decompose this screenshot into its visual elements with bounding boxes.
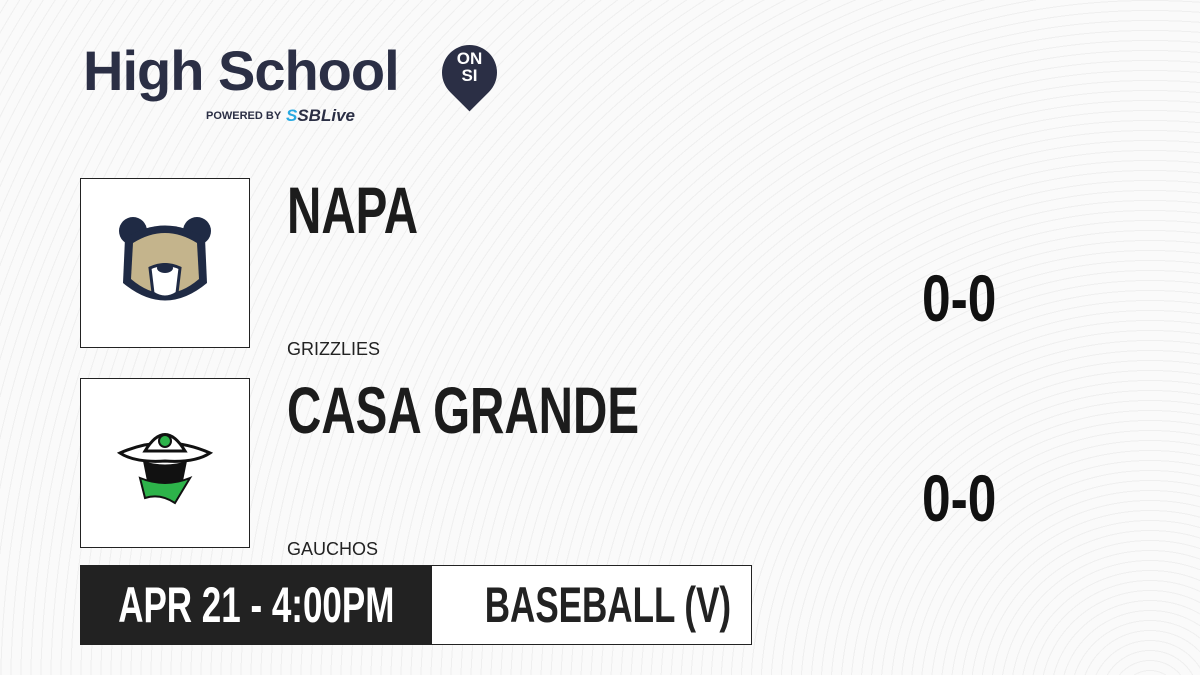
gaucho-icon	[116, 433, 214, 505]
powered-by: POWERED BY	[206, 110, 282, 122]
team-mascot: GAUCHOS	[287, 539, 379, 559]
team-score: 0-0	[922, 261, 997, 335]
team-logo-casa-grande	[80, 378, 250, 548]
brand-title: High School	[83, 39, 400, 102]
team-logo-napa	[80, 178, 250, 348]
game-info-bar: APR 21 - 4:00PM BASEBALL (V)	[80, 565, 752, 645]
team-mascot: GRIZZLIES	[287, 339, 381, 359]
on-si-pin-text: ON SI	[456, 49, 483, 85]
game-datetime: APR 21 - 4:00PM	[81, 566, 432, 644]
team-score: 0-0	[922, 461, 997, 535]
team-name: CASA GRANDE	[287, 373, 640, 447]
grizzly-bear-icon	[119, 217, 211, 301]
game-sport: BASEBALL (V)	[484, 577, 732, 633]
team-name: NAPA	[287, 173, 419, 247]
sblive-logo: SSBLive	[286, 106, 355, 125]
